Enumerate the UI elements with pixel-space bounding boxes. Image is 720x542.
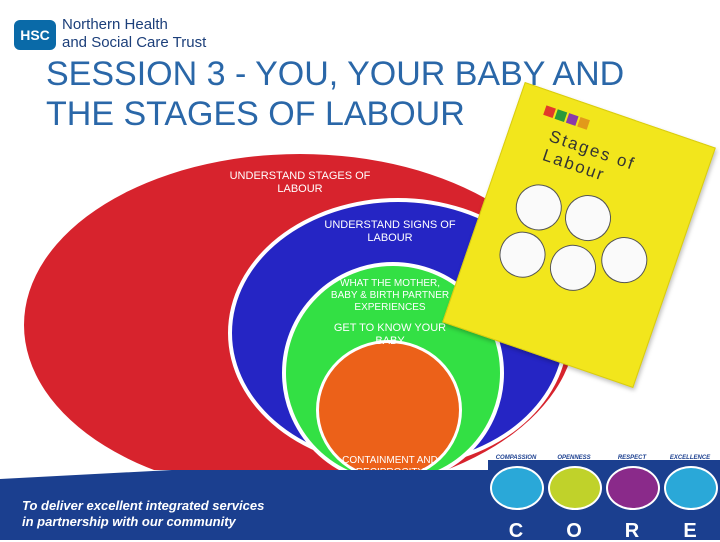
- core-value-word: EXCELLENCE: [669, 455, 711, 461]
- core-value-letter: C: [508, 520, 524, 542]
- trust-name: Northern Health and Social Care Trust: [62, 16, 206, 52]
- staff-photo: [606, 466, 660, 510]
- slide-title-line1: SESSION 3 - YOU, YOUR BABY AND: [46, 55, 625, 93]
- footer-tagline-line2: in partnership with our community: [22, 514, 236, 529]
- core-value-openness: OPENNESS O: [548, 454, 602, 542]
- core-values: COMPASSION C OPENNESS O RESPECT R EXCELL…: [488, 454, 720, 542]
- core-value-word: OPENNESS: [557, 455, 591, 461]
- core-value-respect: RESPECT R: [606, 454, 660, 542]
- fetus-illustration-icon: [558, 188, 618, 248]
- staff-photo: [548, 466, 602, 510]
- fetus-illustration-icon: [509, 178, 569, 237]
- core-value-word: COMPASSION: [495, 455, 537, 461]
- footer-tagline-line1: To deliver excellent integrated services: [22, 498, 265, 513]
- trust-name-line2: and Social Care Trust: [62, 34, 207, 51]
- hsc-badge: HSC: [14, 20, 56, 50]
- footer-slant: [0, 470, 502, 480]
- booklet-title: Stages of Labour: [540, 126, 638, 185]
- slide-title-line2: THE STAGES OF LABOUR: [46, 95, 465, 133]
- label-understand-signs: UNDERSTAND SIGNS OF LABOUR: [324, 219, 456, 244]
- fetus-illustration-icon: [493, 225, 552, 284]
- core-value-excellence: EXCELLENCE E: [664, 454, 718, 542]
- label-understand-stages: UNDERSTAND STAGES OF LABOUR: [229, 170, 371, 195]
- core-value-compassion: COMPASSION C: [490, 454, 544, 542]
- staff-photo: [664, 466, 718, 510]
- trust-name-line1: Northern Health: [62, 16, 168, 33]
- core-value-letter: R: [624, 520, 640, 542]
- footer-tagline: To deliver excellent integrated services…: [22, 498, 264, 530]
- core-value-letter: E: [683, 520, 697, 542]
- label-get-to-know-baby: GET TO KNOW YOUR BABY: [333, 322, 447, 347]
- hsc-logo: HSC Northern Health and Social Care Trus…: [14, 14, 206, 54]
- fetus-illustration-icon: [595, 230, 654, 290]
- label-mother-baby-partner: WHAT THE MOTHER, BABY & BIRTH PARTNER EX…: [330, 278, 450, 313]
- slide-title: SESSION 3 - YOU, YOUR BABY AND THE STAGE…: [46, 54, 706, 134]
- core-value-letter: O: [566, 520, 582, 542]
- fetus-illustration-icon: [543, 238, 603, 298]
- staff-photo: [490, 466, 544, 510]
- core-value-word: RESPECT: [617, 455, 647, 461]
